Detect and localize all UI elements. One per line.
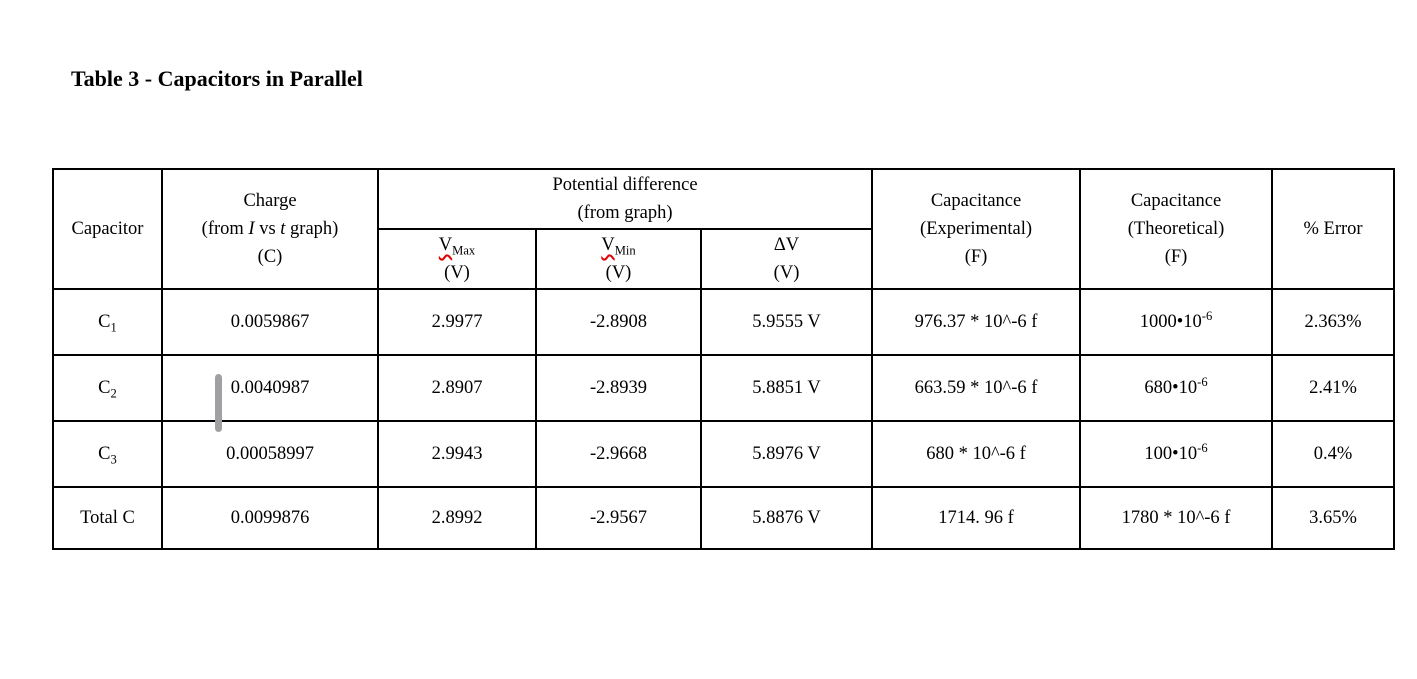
cell-percent-error: 3.65% [1271,486,1396,550]
header-percent-error: % Error [1271,168,1396,290]
cell-capacitance-experimental: 976.37 * 10^-6 f [871,288,1082,356]
header-row-sub: VMax (V) VMin (V) ΔV (V) [53,228,1394,290]
cell-vmax: 2.8907 [377,354,537,422]
cell-capacitance-theoretical: 100•10-6 [1079,420,1274,488]
cell-vmin: -2.9668 [535,420,702,488]
delta-v-label: ΔV [773,235,800,255]
header-capacitance-theoretical: Capacitance (Theoretical) (F) [1079,168,1274,290]
vmin-unit: (V) [605,263,632,283]
cell-capacitance-experimental: 1714. 96 f [871,486,1082,550]
table-row-c3: C3 0.00058997 2.9943 -2.9668 5.8976 V 68… [52,420,1396,488]
cell-percent-error: 0.4% [1271,420,1396,488]
capacitors-parallel-table: Capacitor Charge (from I vs t graph) (C)… [52,168,1396,550]
cell-delta-v: 5.8851 V [699,354,874,422]
table-row-total: Total C 0.0099876 2.8992 -2.9567 5.8876 … [52,486,1396,550]
cell-capacitance-experimental: 680 * 10^-6 f [871,420,1082,488]
text-cursor-caret [215,374,222,432]
header-delta-v: ΔV (V) [699,228,874,290]
cell-capacitance-experimental: 663.59 * 10^-6 f [871,354,1082,422]
table-row-c2: C2 0.0040987 2.8907 -2.8939 5.8851 V 663… [52,354,1396,422]
cell-capacitance-theoretical: 1780 * 10^-6 f [1079,486,1274,550]
header-charge-line2: (from I vs t graph) [201,219,339,239]
header-vmax: VMax (V) [377,228,537,290]
header-vmin: VMin (V) [535,228,702,290]
cell-vmin: -2.8908 [535,288,702,356]
header-capacitance-experimental: Capacitance (Experimental) (F) [871,168,1082,290]
header-charge-line1: Charge [243,191,297,211]
header-potential-line2: (from graph) [577,203,673,223]
cell-charge: 0.0059867 [161,288,379,356]
header-potential-difference: Potential difference (from graph) [376,168,874,230]
vmax-label: VMax [438,235,476,258]
cell-vmax: 2.8992 [377,486,537,550]
cell-charge: 0.0099876 [161,486,379,550]
table-row-c1: C1 0.0059867 2.9977 -2.8908 5.9555 V 976… [52,288,1396,356]
table-title: Table 3 - Capacitors in Parallel [71,66,363,91]
header-potential-line1: Potential difference [552,175,698,195]
cell-percent-error: 2.41% [1271,354,1396,422]
delta-v-unit: (V) [773,263,800,283]
cell-capacitance-theoretical: 1000•10-6 [1079,288,1274,356]
cell-charge: 0.0040987 [161,354,379,422]
cell-vmax: 2.9943 [377,420,537,488]
header-capacitor: Capacitor [52,168,163,290]
cell-capacitor: Total C [52,486,163,550]
cell-vmin: -2.8939 [535,354,702,422]
cell-charge: 0.00058997 [161,420,379,488]
cell-vmax: 2.9977 [377,288,537,356]
header-row-top: Capacitor Charge (from I vs t graph) (C)… [52,168,1396,290]
cell-delta-v: 5.9555 V [699,288,874,356]
cell-capacitor: C1 [52,288,163,356]
cell-capacitor: C3 [52,420,163,488]
cell-percent-error: 2.363% [1271,288,1396,356]
cell-capacitance-theoretical: 680•10-6 [1079,354,1274,422]
cell-delta-v: 5.8976 V [699,420,874,488]
header-charge-unit: (C) [257,247,283,267]
header-charge: Charge (from I vs t graph) (C) [161,168,379,290]
vmax-unit: (V) [444,263,470,283]
cell-capacitor: C2 [52,354,163,422]
vmin-label: VMin [601,235,636,258]
cell-vmin: -2.9567 [535,486,702,550]
cell-delta-v: 5.8876 V [699,486,874,550]
